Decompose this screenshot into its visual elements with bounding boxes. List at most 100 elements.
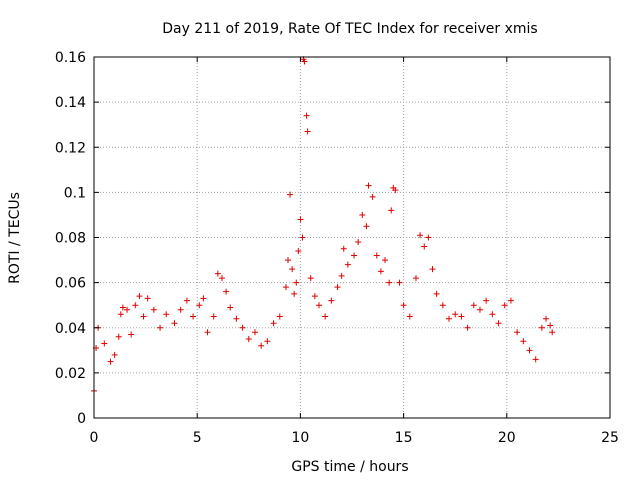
data-point [425, 234, 432, 241]
data-point [295, 248, 302, 255]
data-point [514, 329, 521, 336]
data-point [119, 304, 126, 311]
data-point [177, 306, 184, 313]
y-tick-label: 0.08 [55, 231, 86, 247]
data-point [287, 191, 294, 198]
data-point [140, 313, 147, 320]
data-point [245, 336, 252, 343]
data-point [303, 112, 310, 119]
data-point [538, 324, 545, 331]
data-point [439, 302, 446, 309]
y-tick-label: 0.16 [55, 50, 86, 66]
data-point [359, 211, 366, 218]
data-point [107, 358, 114, 365]
y-tick-label: 0.12 [55, 140, 86, 156]
data-point [507, 297, 514, 304]
data-point [171, 320, 178, 327]
y-tick-label: 0 [77, 411, 86, 427]
data-point [377, 268, 384, 275]
x-tick-label: 20 [498, 430, 516, 446]
data-point [111, 351, 118, 358]
x-tick-label: 25 [601, 430, 619, 446]
data-point [115, 333, 122, 340]
data-point [136, 293, 143, 300]
data-point [150, 306, 157, 313]
data-point [315, 302, 322, 309]
data-point [452, 311, 459, 318]
data-point [382, 257, 389, 264]
data-point [101, 340, 108, 347]
data-point [223, 288, 230, 295]
x-tick-label: 10 [291, 430, 309, 446]
data-point [183, 297, 190, 304]
data-point [433, 290, 440, 297]
data-point [297, 216, 304, 223]
y-tick-label: 0.14 [55, 95, 86, 111]
data-point [210, 313, 217, 320]
data-point [388, 207, 395, 214]
data-point [227, 304, 234, 311]
data-point [218, 275, 225, 282]
data-point [270, 320, 277, 327]
data-point [549, 329, 556, 336]
data-point [369, 193, 376, 200]
data-point [526, 347, 533, 354]
data-point [417, 232, 424, 239]
data-point [547, 322, 554, 329]
data-point [200, 295, 207, 302]
data-point [392, 187, 399, 194]
data-point [458, 313, 465, 320]
data-point [334, 284, 341, 291]
data-point [421, 243, 428, 250]
y-tick-label: 0.06 [55, 276, 86, 292]
x-tick-label: 5 [193, 430, 202, 446]
data-point [365, 182, 372, 189]
data-point [476, 306, 483, 313]
data-point [276, 313, 283, 320]
data-point [196, 302, 203, 309]
data-point [446, 315, 453, 322]
data-point [464, 324, 471, 331]
y-tick-label: 0.1 [64, 185, 86, 201]
data-point [340, 245, 347, 252]
data-point [285, 257, 292, 264]
data-point [251, 329, 258, 336]
data-point [304, 128, 311, 135]
y-tick-label: 0.04 [55, 321, 86, 337]
data-point [406, 313, 413, 320]
data-point [495, 320, 502, 327]
data-point [311, 293, 318, 300]
y-tick-label: 0.02 [55, 366, 86, 382]
data-point [264, 338, 271, 345]
data-point [214, 270, 221, 277]
data-point [301, 58, 308, 65]
data-point [532, 356, 539, 363]
data-point [470, 302, 477, 309]
x-tick-label: 0 [90, 430, 99, 446]
data-point [128, 331, 135, 338]
data-point [157, 324, 164, 331]
x-axis-label: GPS time / hours [291, 459, 408, 475]
data-point [289, 266, 296, 273]
data-point [291, 290, 298, 297]
data-point [163, 311, 170, 318]
data-point [543, 315, 550, 322]
data-point [386, 279, 393, 286]
data-point [520, 338, 527, 345]
data-point [338, 272, 345, 279]
data-point [396, 279, 403, 286]
data-points [91, 56, 556, 394]
data-point [204, 329, 211, 336]
data-point [322, 313, 329, 320]
y-axis-label: ROTI / TECUs [7, 192, 23, 284]
data-point [489, 311, 496, 318]
data-point [282, 284, 289, 291]
data-point [293, 279, 300, 286]
data-point [344, 261, 351, 268]
data-point [144, 295, 151, 302]
data-point [351, 252, 358, 259]
data-point [299, 234, 306, 241]
data-point [355, 239, 362, 246]
data-point [258, 342, 265, 349]
